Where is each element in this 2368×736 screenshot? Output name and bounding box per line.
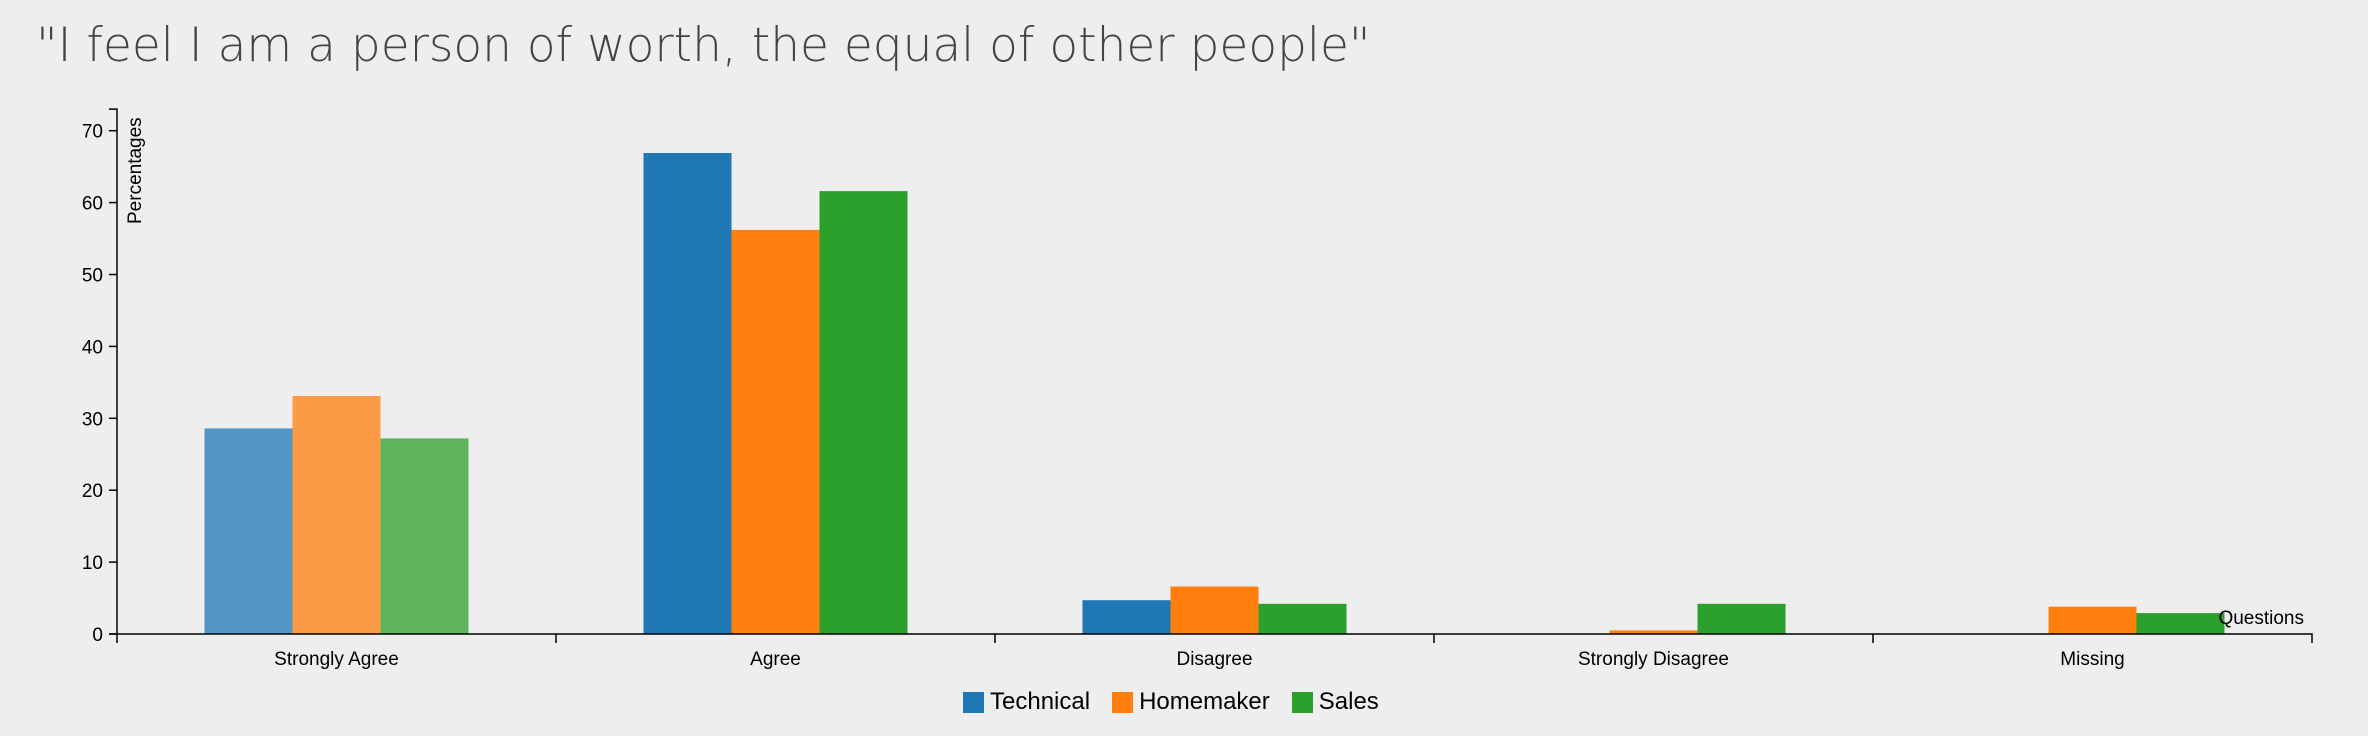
bar-homemaker-strongly-agree[interactable] bbox=[292, 396, 381, 634]
chart-title: "I feel I am a person of worth, the equa… bbox=[36, 18, 1371, 73]
bar-technical-agree[interactable] bbox=[643, 153, 732, 634]
y-axis: 0 10 20 30 40 50 60 70 bbox=[82, 108, 118, 646]
x-tick-label: Strongly Disagree bbox=[1578, 649, 1729, 670]
legend-label-homemaker: Homemaker bbox=[1139, 688, 1270, 715]
y-tick-label: 40 bbox=[82, 337, 103, 358]
bars-group bbox=[204, 153, 2225, 635]
x-axis-line bbox=[116, 633, 2313, 643]
bar-sales-strongly-disagree[interactable] bbox=[1697, 603, 1786, 634]
bar-homemaker-strongly-disagree[interactable] bbox=[1609, 630, 1698, 634]
legend-label-sales: Sales bbox=[1318, 688, 1379, 715]
y-tick-label: 70 bbox=[82, 122, 103, 143]
x-tick-label: Strongly Agree bbox=[274, 649, 399, 670]
bar-technical-strongly-agree[interactable] bbox=[204, 428, 293, 634]
bar-homemaker-missing[interactable] bbox=[2048, 606, 2137, 634]
y-axis-title: Percentages bbox=[125, 117, 146, 224]
legend-item-sales[interactable]: Sales bbox=[1291, 688, 1379, 716]
legend-label-technical: Technical bbox=[990, 688, 1091, 715]
legend-swatch-homemaker bbox=[1112, 691, 1134, 713]
legend-item-technical[interactable]: Technical bbox=[963, 688, 1090, 716]
legend-swatch-sales bbox=[1291, 691, 1313, 713]
legend-item-homemaker[interactable]: Homemaker bbox=[1112, 688, 1270, 716]
x-axis-title: Questions bbox=[2218, 608, 2304, 629]
bar-sales-missing[interactable] bbox=[2136, 613, 2225, 634]
y-tick-label: 50 bbox=[82, 266, 103, 287]
y-tick-label: 30 bbox=[82, 409, 103, 430]
x-tick-label: Agree bbox=[750, 649, 801, 670]
x-tick-label: Missing bbox=[2060, 649, 2124, 670]
legend: Technical Homemaker Sales bbox=[963, 688, 1401, 716]
bar-technical-disagree[interactable] bbox=[1082, 600, 1171, 634]
bar-sales-strongly-agree[interactable] bbox=[380, 438, 469, 634]
x-axis: Strongly Agree Agree Disagree Strongly Disa… bbox=[116, 633, 2313, 670]
bar-sales-disagree[interactable] bbox=[1258, 603, 1347, 634]
y-tick-label: 60 bbox=[82, 194, 103, 215]
y-tick-label: 20 bbox=[82, 481, 103, 502]
y-axis-line bbox=[109, 108, 118, 635]
bar-sales-agree[interactable] bbox=[819, 191, 908, 634]
x-tick-label: Disagree bbox=[1176, 649, 1252, 670]
bar-homemaker-disagree[interactable] bbox=[1170, 586, 1259, 635]
y-tick-label: 10 bbox=[82, 553, 103, 574]
y-tick-label: 0 bbox=[92, 625, 103, 646]
legend-swatch-technical bbox=[963, 691, 984, 713]
bar-homemaker-agree[interactable] bbox=[731, 229, 820, 634]
